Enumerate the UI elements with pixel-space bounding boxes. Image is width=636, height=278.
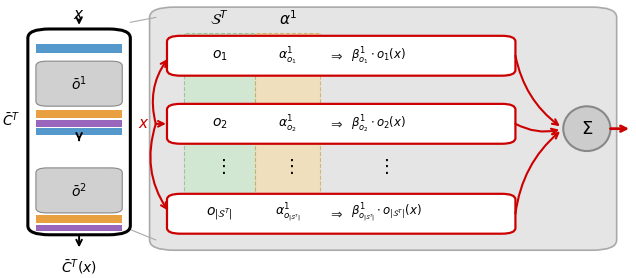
Text: $\bar{o}^2$: $\bar{o}^2$ <box>71 181 87 200</box>
Bar <box>36 128 122 135</box>
Text: $\alpha^1_{o_2}$: $\alpha^1_{o_2}$ <box>279 113 297 135</box>
FancyBboxPatch shape <box>149 7 617 250</box>
Text: $\vdots$: $\vdots$ <box>282 157 294 176</box>
Text: $\vdots$: $\vdots$ <box>377 157 389 176</box>
Text: $\alpha^1_{o_1}$: $\alpha^1_{o_1}$ <box>279 45 297 66</box>
Text: $\Rightarrow$: $\Rightarrow$ <box>328 207 343 221</box>
Bar <box>36 225 122 232</box>
Text: $\Rightarrow$: $\Rightarrow$ <box>328 49 343 63</box>
Text: $\bar{C}^T(x)$: $\bar{C}^T(x)$ <box>61 258 97 277</box>
Text: $x$: $x$ <box>73 7 85 22</box>
Bar <box>36 44 122 53</box>
FancyBboxPatch shape <box>36 168 122 213</box>
Bar <box>255 33 321 232</box>
Text: $o_2$: $o_2$ <box>212 116 227 131</box>
FancyBboxPatch shape <box>167 104 515 144</box>
FancyBboxPatch shape <box>167 194 515 234</box>
Text: $x$: $x$ <box>138 116 149 131</box>
Ellipse shape <box>563 106 611 151</box>
Text: $\vdots$: $\vdots$ <box>214 157 225 176</box>
Bar <box>36 120 122 127</box>
Bar <box>36 110 122 118</box>
Text: $o_{|\mathcal{S}^T|}$: $o_{|\mathcal{S}^T|}$ <box>206 205 233 222</box>
Text: $\beta^1_{o_1} \cdot o_1(x)$: $\beta^1_{o_1} \cdot o_1(x)$ <box>352 45 406 66</box>
Text: $\alpha^1_{o_{|\mathcal{S}^T|}}$: $\alpha^1_{o_{|\mathcal{S}^T|}}$ <box>275 202 301 225</box>
Text: $\mathcal{S}^T$: $\mathcal{S}^T$ <box>210 9 229 28</box>
Bar <box>36 215 122 223</box>
Text: $\bar{o}^1$: $\bar{o}^1$ <box>71 74 87 93</box>
Text: $\bar{C}^T$: $\bar{C}^T$ <box>2 111 20 130</box>
Text: $\beta^1_{o_{|\mathcal{S}^T|}} \cdot o_{|\mathcal{S}^T|}(x)$: $\beta^1_{o_{|\mathcal{S}^T|}} \cdot o_{… <box>352 202 422 225</box>
Bar <box>184 33 255 232</box>
FancyBboxPatch shape <box>167 36 515 76</box>
FancyBboxPatch shape <box>36 61 122 106</box>
Text: $\alpha^1$: $\alpha^1$ <box>279 9 297 28</box>
FancyBboxPatch shape <box>28 29 130 235</box>
Text: $\beta^1_{o_2} \cdot o_2(x)$: $\beta^1_{o_2} \cdot o_2(x)$ <box>352 113 406 135</box>
Text: $\Sigma$: $\Sigma$ <box>581 120 593 138</box>
Text: $\Rightarrow$: $\Rightarrow$ <box>328 117 343 131</box>
Text: $o_1$: $o_1$ <box>212 49 227 63</box>
